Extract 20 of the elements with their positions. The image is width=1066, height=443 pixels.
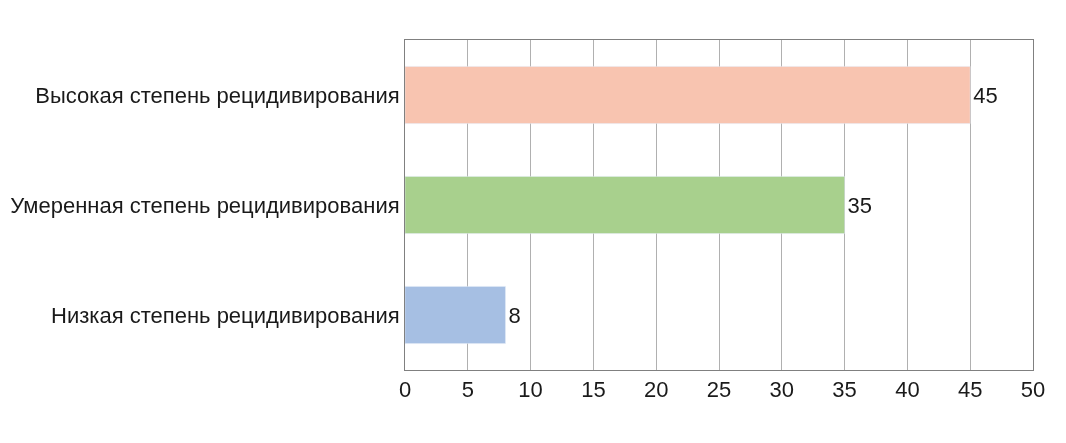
y-tick-label: Низкая степень рецидивирования — [51, 302, 400, 328]
x-tick-label: 40 — [895, 377, 920, 403]
x-tick-label: 50 — [1020, 377, 1046, 403]
x-tick-label: 5 — [461, 377, 474, 403]
x-tick-label: 20 — [643, 377, 669, 403]
y-tick-label: Высокая степень рецидивирования — [35, 82, 400, 108]
x-tick-label: 15 — [581, 377, 606, 403]
x-tick-label: 35 — [832, 377, 857, 403]
data-label: 8 — [508, 302, 521, 328]
x-tick-label: 45 — [957, 377, 983, 403]
bar — [405, 176, 845, 234]
x-tick-label: 30 — [769, 377, 795, 403]
x-tick-label: 0 — [398, 377, 412, 403]
data-label: 45 — [973, 82, 998, 108]
x-tick-label: 10 — [518, 377, 543, 403]
x-tick-label: 25 — [706, 377, 732, 403]
bar — [405, 286, 506, 344]
bar — [405, 66, 971, 124]
data-label: 35 — [847, 192, 873, 218]
y-tick-label: Умеренная степень рецидивирования — [10, 192, 400, 218]
